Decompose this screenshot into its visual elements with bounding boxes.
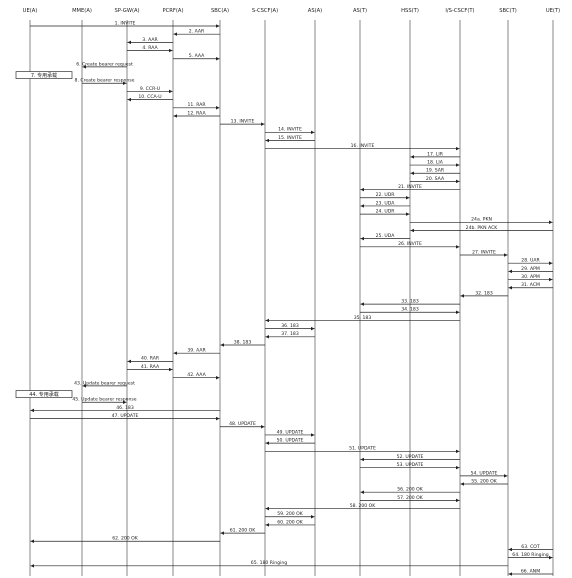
message-label: 56. 200 OK [397, 487, 424, 493]
message-label: 31. ACM [521, 282, 540, 288]
message-label: 34. 183 [401, 307, 419, 313]
message-label: 11. RAR [187, 102, 206, 108]
lifeline-header-sbct: SBC(T) [499, 8, 517, 14]
message-label: 57. 200 OK [397, 495, 424, 501]
message-label: 20. SAA [426, 176, 445, 182]
message-label: 13. INVITE [231, 119, 255, 125]
message-label: 38. 183 [234, 339, 252, 345]
message-label: 23. UDA [376, 200, 396, 206]
message-label: 45. Update bearer response [72, 397, 136, 403]
message-label: 28. UAR [521, 258, 540, 264]
message-label: 61. 200 OK [230, 528, 257, 534]
lifeline-header-scscf: S-CSCF(A) [252, 8, 278, 14]
message-label: 47. UPDATE [112, 413, 139, 419]
messages: 1. INVITE 2. AAR 3. AAR 4. RAA 5. AAA 6. Crea… [30, 20, 553, 576]
message-label: 66. ANM [521, 568, 540, 574]
lifeline-headers: UE(A) MME(A) SP-GW(A) PCRF(A) SBC(A) S-CSCF(A… [23, 8, 560, 14]
message-label: 21. INVITE [398, 184, 422, 190]
message-label: 12. RAA [187, 110, 206, 116]
message-label: 62. 200 OK [112, 536, 139, 542]
lifeline-header-mme: MME(A) [72, 8, 92, 14]
message-label: 46. 183 [116, 405, 134, 411]
lifeline-header-pcrf: PCRF(A) [163, 8, 184, 14]
message-label: 25. UDA [376, 233, 396, 239]
message-label: 4. RAA [142, 45, 158, 51]
message-label: 35. 183 [354, 315, 372, 321]
message-label: 27. INVITE [472, 249, 496, 255]
message-label: 6. Create bearer request [76, 61, 133, 67]
message-label: 43. Update bearer request [74, 380, 135, 386]
message-label: 41. RAA [141, 364, 160, 370]
message-label: 9. CCR-U [140, 86, 160, 92]
message-label: 3. AAR [142, 37, 158, 43]
notes: 7. 专用承载 44. 专用承载 [15, 71, 73, 398]
message-label: 24. UDR [376, 209, 396, 215]
message-label: 51. UPDATE [349, 446, 376, 452]
note-label: 44. 专用承载 [29, 391, 59, 398]
message-label: 24a. PKN [471, 217, 492, 223]
message-label: 22. UDR [376, 192, 396, 198]
message-label: 48. UPDATE [229, 421, 256, 427]
message-label: 26. INVITE [398, 241, 422, 247]
message-label: 52. UPDATE [397, 454, 424, 460]
message-label: 14. INVITE [278, 127, 302, 133]
message-label: 15. INVITE [278, 135, 302, 141]
message-label: 49. UPDATE [277, 429, 304, 435]
message-label: 16. INVITE [351, 143, 375, 149]
lifeline-header-as: AS(A) [308, 8, 322, 14]
lifeline-header-icscf: I/S-CSCF(T) [445, 8, 474, 14]
message-label: 5. AAA [189, 53, 205, 59]
lifelines [29, 20, 554, 576]
message-label: 29. APM [521, 266, 540, 272]
message-label: 32. 183 [475, 290, 493, 296]
message-label: 1. INVITE [115, 20, 136, 26]
note-box [15, 390, 73, 398]
lifeline-header-hss: HSS(T) [401, 8, 419, 14]
message-label: 58. 200 OK [350, 503, 377, 509]
message-label: 37. 183 [281, 331, 299, 337]
message-label: 10. CCA-U [138, 94, 161, 100]
message-label: 17. LIR [427, 151, 444, 157]
note-label: 7. 专用承载 [31, 72, 57, 79]
message-label: 63. COT [521, 544, 540, 550]
message-label: 24b. PKN ACK [466, 225, 499, 231]
message-label: 55. 200 OK [471, 478, 498, 484]
lifeline-header-sbc: SBC(A) [211, 8, 229, 14]
message-label: 65. 180 Ringing [251, 560, 287, 566]
message-label: 54. UPDATE [471, 470, 498, 476]
lifeline-header-sgw: SP-GW(A) [114, 8, 139, 14]
message-label: 30. APM [521, 274, 540, 280]
lifeline-header-ue: UE(A) [23, 8, 38, 14]
message-label: 2. AAR [189, 29, 205, 35]
message-label: 42. AAA [187, 372, 206, 378]
message-label: 39. AAR [187, 348, 206, 354]
message-label: 59. 200 OK [277, 511, 304, 517]
message-label: 8. Create bearer response [75, 78, 135, 84]
message-label: 36. 183 [281, 323, 299, 329]
message-label: 18. LIA [427, 159, 444, 165]
note-box [15, 71, 73, 79]
message-label: 53. UPDATE [397, 462, 424, 468]
lifeline-header-uet: UE(T) [546, 8, 560, 14]
message-label: 40. RAR [141, 356, 160, 362]
message-label: 50. UPDATE [277, 438, 304, 444]
message-label: 64. 180 Ringing [512, 552, 548, 558]
message-label: 60. 200 OK [277, 519, 304, 525]
message-label: 19. SAR [426, 168, 445, 174]
message-label: 33. 183 [401, 298, 419, 304]
lifeline-header-ast: AS(T) [353, 8, 367, 14]
